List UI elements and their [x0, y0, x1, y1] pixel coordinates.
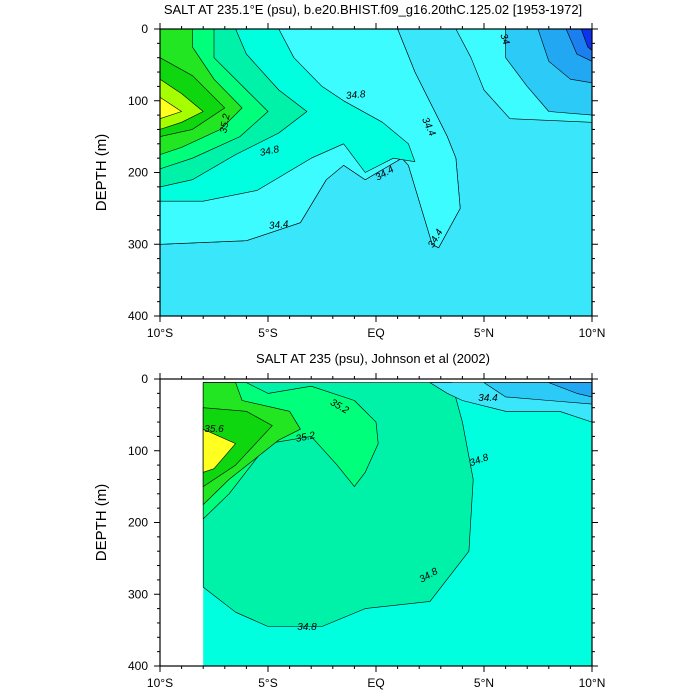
contour-label: 34 — [497, 32, 511, 46]
contour-label: 34.8 — [297, 622, 317, 633]
x-tick-label: 10°N — [579, 326, 606, 340]
contour-region — [202, 428, 236, 473]
panel-bottom-observations: 10°S 5°S EQ 5°N 10°N 0 100 200 300 400 SALT AT 235… — [93, 351, 605, 690]
contour-label: 35.6 — [204, 424, 224, 435]
y-tick-label: 400 — [128, 659, 148, 673]
x-tick-label: EQ — [367, 676, 384, 690]
contour-label: 34.4 — [269, 219, 290, 232]
y-tick-label: 0 — [141, 22, 148, 36]
y-tick-label: 300 — [128, 237, 148, 251]
y-tick-label: 200 — [128, 516, 148, 530]
y-axis-label: DEPTH (m) — [93, 134, 110, 212]
x-tick-label: 5°S — [258, 326, 277, 340]
contour-label: 35.2 — [218, 113, 232, 135]
panel-top-model: 10°S 5°S EQ 5°N 10°N 0 100 200 300 400 SALT AT 235… — [93, 2, 605, 340]
y-axis-label: DEPTH (m) — [93, 484, 110, 562]
y-tick-label: 100 — [128, 94, 148, 108]
y-tick-label: 200 — [128, 166, 148, 180]
x-tick-label: 5°N — [474, 676, 494, 690]
contour-region — [202, 407, 273, 487]
x-tick-label: 5°N — [474, 326, 494, 340]
contour-label: 35.2 — [295, 430, 317, 445]
y-tick-label: 0 — [141, 372, 148, 386]
chart-title: SALT AT 235 (psu), Johnson et al (2002) — [256, 351, 490, 366]
y-tick-label: 300 — [128, 587, 148, 601]
x-tick-label: 5°S — [258, 676, 277, 690]
contour-label: 34.4 — [478, 393, 498, 404]
y-tick-label: 100 — [128, 444, 148, 458]
chart-title: SALT AT 235.1°E (psu), b.e20.BHIST.f09_g… — [164, 2, 582, 17]
x-tick-label: EQ — [367, 326, 384, 340]
contour-label: 34.8 — [346, 89, 367, 102]
contour-label: 34.8 — [259, 144, 281, 159]
y-tick-label: 400 — [128, 309, 148, 323]
x-tick-label: 10°S — [147, 326, 173, 340]
x-tick-label: 10°S — [147, 676, 173, 690]
x-tick-label: 10°N — [579, 676, 606, 690]
